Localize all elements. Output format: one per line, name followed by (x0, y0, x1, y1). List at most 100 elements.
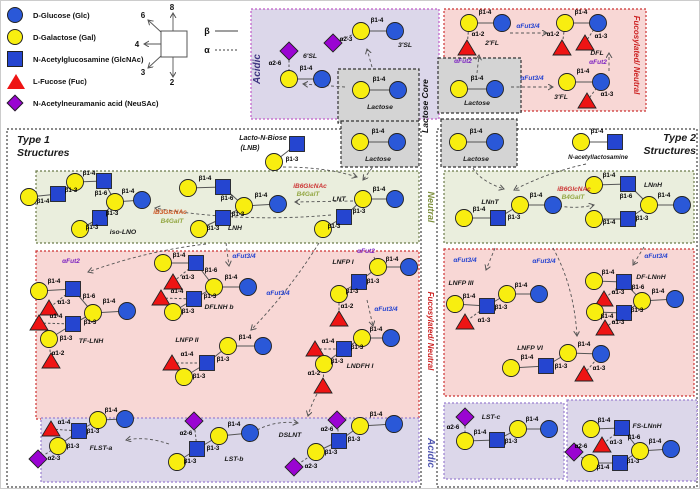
gal-node (558, 73, 576, 91)
linkage-label: α1-3 (478, 317, 491, 324)
linkage-label: β1-3 (182, 308, 195, 315)
glcnac-node (188, 255, 204, 271)
gal-node (190, 220, 208, 238)
structure-name-label: Lactose (464, 100, 490, 107)
legend-label-fuc: L-Fucose (Fuc) (33, 76, 87, 86)
linkage-label: β1-3 (331, 358, 344, 365)
glcnac-node (71, 423, 87, 439)
linkage-label: β1-4 (521, 354, 534, 361)
glc-node (530, 285, 548, 303)
linkage-label: β1-4 (255, 192, 268, 199)
linkage-label: β1-4 (575, 9, 588, 16)
linkage-label: β1-3 (505, 438, 518, 445)
neu5ac-node (284, 457, 304, 477)
structure-name-label: LNFP VI (517, 345, 543, 352)
glc-node (386, 190, 404, 208)
region-lactose-a (337, 68, 420, 124)
biosynthesis-arrow (226, 242, 229, 266)
text-label: iB3GlcNAc (153, 209, 187, 216)
gal-node (164, 303, 182, 321)
enzyme-label: αFut3/4 (532, 258, 556, 265)
fuc-node (162, 354, 182, 371)
legend-item-neu5ac: N-Acetylneuramanic acid (NeuSAc) (6, 92, 222, 114)
text-label: B4GalT (562, 194, 586, 201)
linkage-label: β1-4 (386, 256, 399, 263)
enzyme-label: αFut3/4 (516, 23, 540, 30)
structure-name-label: TF-LNH (79, 338, 105, 345)
structure-name-label: 6'SL (303, 53, 317, 60)
structure-name-label: 2'FL (484, 40, 499, 47)
fuc-node (455, 313, 475, 330)
structure-name-label: Lactose (365, 156, 391, 163)
linkage-label: α1-3 (612, 319, 625, 326)
neu5ac-node (28, 449, 48, 469)
structure-name-label: LNnT (481, 199, 499, 206)
text-label: Lacto-N-Biose (239, 135, 287, 142)
gal-node (314, 220, 332, 238)
gal-node (572, 133, 590, 151)
linkage-label: β1-3 (87, 428, 100, 435)
neu5ac-node (323, 33, 343, 53)
bond-type-symbol: α (204, 45, 210, 55)
gal-node (455, 209, 473, 227)
linkage-label: β1-3 (325, 449, 338, 456)
enzyme-label: αFut2 (589, 59, 607, 66)
linkage-label: β1-4 (370, 411, 383, 418)
glcnac-node (351, 274, 367, 290)
enzyme-label: αFut2 (357, 248, 375, 255)
gal-node (351, 417, 369, 435)
linkage-key-number: 8 (170, 3, 175, 12)
region-type2-outer (436, 128, 698, 488)
biosynthesis-arrow (155, 208, 332, 219)
linkage-label: β1-6 (620, 193, 633, 200)
gal-node (106, 193, 124, 211)
neu5ac-node (279, 41, 299, 61)
linkage-label: α1-2 (308, 370, 321, 377)
linkage-label: β1-3 (351, 344, 364, 351)
glcnac-node (336, 341, 352, 357)
structure-name-label: 3'FL (554, 94, 568, 101)
linkage-label: β1-4 (300, 65, 313, 72)
section-label: Acidic (425, 437, 436, 468)
neu5ac-node (327, 410, 347, 430)
structure-name-label: LNH (228, 225, 243, 232)
linkage-label: β1-4 (48, 278, 61, 285)
glcnac-node (65, 281, 81, 297)
section-label: Lactose Core (420, 79, 430, 133)
fuc-node (305, 340, 325, 357)
fuc-node (594, 290, 614, 307)
linkage-label: β1-4 (515, 282, 528, 289)
text-label: B4GalT (297, 191, 321, 198)
glc-node (388, 133, 406, 151)
text-label: Structures (17, 147, 70, 159)
linkage-label: α1-3 (595, 33, 608, 40)
linkage-label: β1-4 (526, 416, 539, 423)
biosynthesis-arrow (633, 246, 645, 265)
gal-node (498, 285, 516, 303)
fuc-node (575, 34, 595, 51)
gal-node (307, 443, 325, 461)
gal-node (154, 254, 172, 272)
linkage-label: β1-3 (367, 278, 380, 285)
glcnac-node (620, 176, 636, 192)
region-fucosylated-right (443, 248, 695, 397)
linkage-label: β1-3 (631, 307, 644, 314)
linkage-label: α1-2 (547, 31, 560, 38)
linkage-label: α2-3 (305, 463, 318, 470)
linkage-key-ray (148, 20, 162, 33)
linkage-label: β1-3 (232, 211, 245, 218)
gal-node (556, 14, 574, 32)
glcnac-node (607, 134, 623, 150)
linkage-key-number: 3 (141, 68, 146, 77)
legend-item-gal: D-Galactose (Gal) (7, 26, 222, 48)
glycosidic-bond (336, 419, 340, 442)
text-label: iB6GlcNAc (557, 186, 591, 193)
gal-node (446, 295, 464, 313)
biosynthesis-arrow (282, 166, 357, 177)
linkage-label: β1-6 (205, 267, 218, 274)
structure-name-label: 3'SL (398, 42, 412, 49)
linkage-label: α2-6 (321, 426, 334, 433)
fuc-node (39, 299, 59, 316)
linkage-label: β1-3 (67, 443, 80, 450)
